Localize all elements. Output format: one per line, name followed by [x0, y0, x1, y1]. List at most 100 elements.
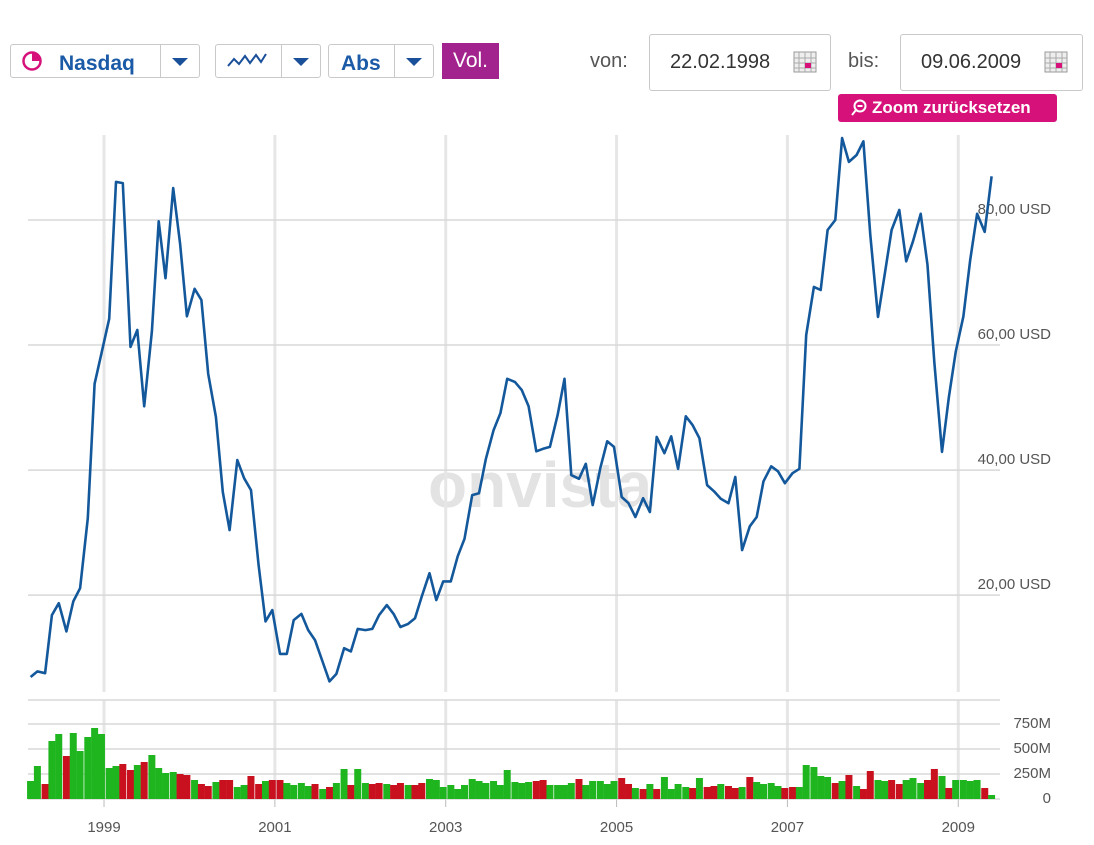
- volume-bar: [76, 751, 84, 799]
- volume-bar: [789, 787, 797, 799]
- volume-bar: [475, 781, 483, 799]
- volume-bar: [881, 781, 889, 799]
- index-select[interactable]: Nasdaq: [10, 44, 200, 78]
- volume-bar: [560, 785, 568, 799]
- volume-bar: [482, 783, 490, 799]
- volume-bar: [361, 783, 369, 799]
- volume-bar: [261, 781, 269, 799]
- volume-bar: [774, 786, 782, 799]
- volume-bar: [710, 786, 718, 799]
- dropdown-arrow[interactable]: [394, 45, 433, 77]
- volume-bar: [127, 770, 135, 799]
- volume-bar: [874, 780, 882, 799]
- volume-bar: [283, 783, 291, 799]
- calendar-icon[interactable]: [1044, 51, 1068, 73]
- volume-bar: [866, 771, 874, 799]
- y-tick-label: 80,00 USD: [978, 201, 1052, 218]
- volume-bar: [119, 764, 127, 799]
- volume-bar: [795, 787, 803, 799]
- volume-bar: [390, 785, 398, 799]
- calendar-icon[interactable]: [793, 51, 817, 73]
- x-tick-label: 2009: [942, 819, 975, 836]
- volume-bar: [354, 769, 362, 799]
- volume-bar: [909, 778, 917, 799]
- volume-bar: [575, 779, 583, 799]
- volume-bar: [924, 780, 932, 799]
- to-date: 09.06.2009: [921, 51, 1022, 73]
- volume-bar: [162, 773, 170, 799]
- volume-bar: [55, 734, 63, 799]
- volume-bar: [396, 783, 404, 799]
- volume-bar: [247, 776, 255, 799]
- volume-bar: [219, 780, 227, 799]
- volume-bar: [660, 777, 668, 799]
- volume-bar: [703, 787, 711, 799]
- volume-bar: [290, 785, 298, 799]
- volume-bar: [603, 784, 611, 799]
- to-label: bis:: [848, 50, 880, 72]
- volume-bar: [97, 734, 105, 799]
- volume-bar: [888, 780, 896, 799]
- volume-bar: [802, 765, 810, 799]
- volume-bar: [191, 780, 199, 799]
- x-tick-label: 2003: [429, 819, 462, 836]
- volume-bar: [824, 777, 832, 799]
- chart-type-select[interactable]: [215, 44, 321, 78]
- volume-bar: [966, 781, 974, 799]
- volume-bar: [817, 776, 825, 799]
- volume-bar: [895, 784, 903, 799]
- volume-bar: [418, 783, 426, 799]
- volume-bar: [973, 780, 981, 799]
- volume-bar: [853, 786, 861, 799]
- volume-bar: [582, 785, 590, 799]
- volume-bar: [981, 788, 989, 799]
- volume-bar: [539, 780, 547, 799]
- dropdown-arrow[interactable]: [160, 45, 199, 77]
- volume-bar: [988, 795, 996, 799]
- y-tick-label: 60,00 USD: [978, 326, 1052, 343]
- volume-bar: [938, 776, 946, 799]
- volume-bar: [746, 777, 754, 799]
- y-tick-label: 20,00 USD: [978, 576, 1052, 593]
- volume-bar: [689, 788, 697, 799]
- volume-bar: [724, 786, 732, 799]
- volume-bar: [667, 789, 675, 799]
- volume-bar: [753, 782, 761, 799]
- x-tick-label: 2005: [600, 819, 633, 836]
- volume-bar: [212, 782, 220, 799]
- volume-bar: [760, 784, 768, 799]
- to-date-input[interactable]: 09.06.2009: [900, 34, 1083, 91]
- volume-bar: [503, 770, 511, 799]
- volume-bar: [404, 785, 412, 799]
- volume-bar: [204, 786, 212, 799]
- volume-button[interactable]: Vol.: [442, 43, 499, 79]
- volume-bar: [917, 783, 925, 799]
- volume-bar: [596, 781, 604, 799]
- volume-bar: [945, 788, 953, 799]
- volume-bar: [48, 741, 56, 799]
- volume-bar: [375, 783, 383, 799]
- from-date-input[interactable]: 22.02.1998: [649, 34, 831, 91]
- volume-bar: [183, 775, 191, 799]
- volume-bar: [332, 783, 340, 799]
- volume-bar: [304, 786, 312, 799]
- volume-bar: [347, 785, 355, 799]
- volume-bar: [297, 783, 305, 799]
- volume-bar: [810, 767, 818, 799]
- dropdown-arrow[interactable]: [281, 45, 320, 77]
- volume-bar: [140, 762, 148, 799]
- volume-bar: [610, 781, 618, 799]
- volume-bar: [276, 780, 284, 799]
- volume-bar: [133, 765, 141, 799]
- mode-select[interactable]: Abs: [328, 44, 434, 78]
- from-date: 22.02.1998: [670, 51, 771, 73]
- zoom-reset-button[interactable]: Zoom zurücksetzen: [838, 94, 1057, 122]
- volume-bar: [268, 780, 276, 799]
- x-tick-label: 2007: [771, 819, 804, 836]
- price-line: [29, 136, 993, 683]
- volume-bar: [62, 756, 70, 799]
- volume-bar: [383, 784, 391, 799]
- volume-bar: [831, 783, 839, 799]
- volume-bar: [447, 785, 455, 799]
